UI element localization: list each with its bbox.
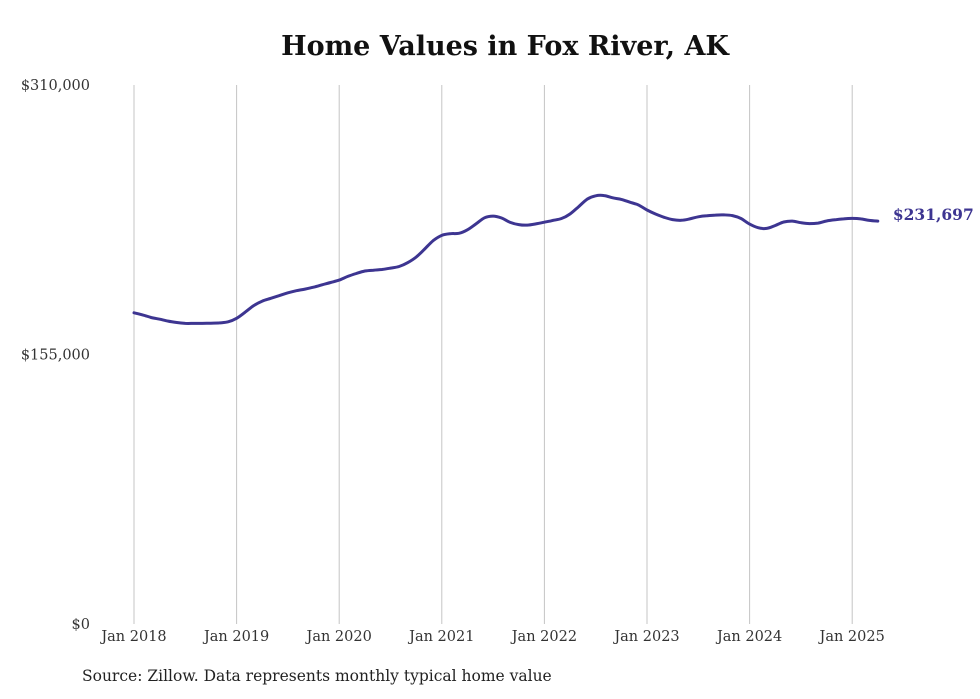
x-tick-label: Jan 2019 <box>202 629 269 645</box>
series-line <box>132 193 880 325</box>
x-tick-label: Jan 2023 <box>612 629 679 645</box>
y-tick-label: $310,000 <box>21 78 90 94</box>
chart-title: Home Values in Fox River, AK <box>281 31 729 62</box>
y-tick-label: $0 <box>72 617 90 633</box>
series-layer: $231,697 <box>132 193 974 325</box>
x-tick-label: Jan 2022 <box>510 629 577 645</box>
x-tick-label: Jan 2021 <box>407 629 474 645</box>
source-note: Source: Zillow. Data represents monthly … <box>82 667 552 685</box>
y-tick-label: $155,000 <box>21 348 90 364</box>
x-tick-label: Jan 2025 <box>818 629 885 645</box>
x-tick-label: Jan 2018 <box>99 629 166 645</box>
vertical-grid <box>133 85 853 624</box>
series-end-label: $231,697 <box>893 205 974 224</box>
x-tick-label: Jan 2020 <box>305 629 372 645</box>
x-axis-ticks: Jan 2018 Jan 2019 Jan 2020 Jan 2021 Jan 2022… <box>99 629 885 645</box>
x-tick-label: Jan 2024 <box>715 629 782 645</box>
y-axis-ticks: $0 $155,000 $310,000 <box>21 78 90 633</box>
